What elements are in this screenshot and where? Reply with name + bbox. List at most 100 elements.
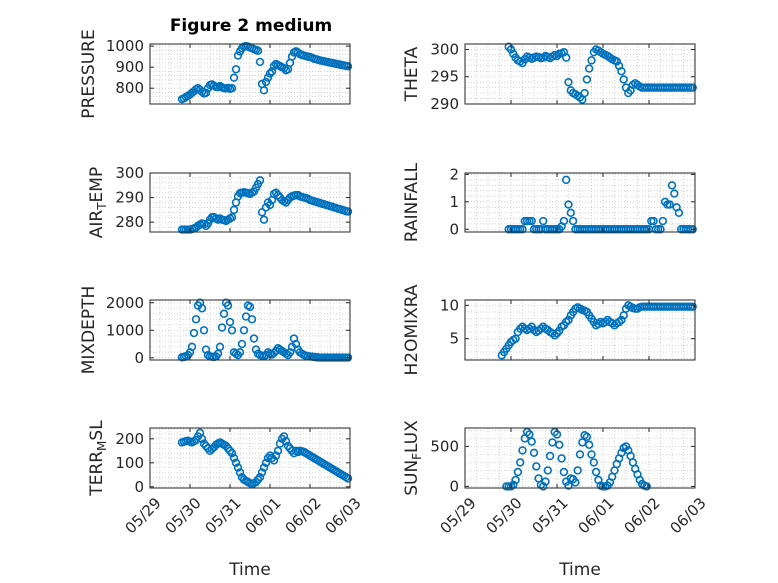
data-point xyxy=(215,342,225,351)
data-point xyxy=(227,449,237,458)
data-point xyxy=(584,440,594,449)
data-point xyxy=(674,208,684,217)
y-axis-label: PRESSURE xyxy=(79,29,99,118)
data-point xyxy=(251,345,261,354)
data-point xyxy=(229,453,239,463)
data-point xyxy=(688,83,697,92)
data-point xyxy=(642,482,651,491)
y-tick-label: 800 xyxy=(115,79,144,97)
axes-box xyxy=(464,427,696,489)
data-point xyxy=(584,64,594,73)
x-tick-label: 05/31 xyxy=(201,494,244,537)
y-axis-label-main: PRESSURE xyxy=(79,29,99,118)
data-point xyxy=(263,73,273,82)
y-axis-label: AIRTEMP xyxy=(87,167,109,238)
figure-title: Figure 2 medium xyxy=(170,16,332,36)
data-point xyxy=(239,326,249,335)
data-point xyxy=(538,482,548,491)
data-point xyxy=(612,57,621,66)
data-point xyxy=(231,65,241,74)
data-point xyxy=(571,478,580,487)
y-tick-label: 295 xyxy=(430,68,459,86)
data-point xyxy=(237,339,247,349)
panel-theta: 290 295 300 THETA xyxy=(402,40,697,113)
axes-box xyxy=(149,172,351,233)
data-point xyxy=(199,326,209,335)
data-point xyxy=(688,302,697,311)
data-point xyxy=(518,225,527,234)
data-point xyxy=(591,467,601,477)
data-point xyxy=(265,69,275,78)
data-point xyxy=(568,216,578,226)
data-point xyxy=(511,475,520,485)
data-point xyxy=(227,213,237,222)
data-point xyxy=(197,434,207,443)
y-tick-label: 1000 xyxy=(106,37,144,55)
data-point xyxy=(235,468,245,477)
panel-pressure: 800 900 1000 PRESSURE xyxy=(79,29,353,119)
y-tick-label: 200 xyxy=(115,430,144,448)
y-axis-label: RAINFALL xyxy=(402,162,422,242)
data-point xyxy=(287,52,297,61)
data-point xyxy=(667,181,677,190)
data-point xyxy=(550,427,559,437)
data-point xyxy=(245,302,255,312)
data-point xyxy=(561,175,571,185)
y-axis-label-main: MIXDEPTH xyxy=(79,286,99,375)
panel-sun_flux: 0 500 05/29 05/30 05/31 06/01 06/02 06/03 Time SU… xyxy=(402,420,710,580)
data-point xyxy=(614,317,624,327)
data-point xyxy=(265,200,275,210)
y-tick-label: 1 xyxy=(449,193,459,211)
data-point xyxy=(273,446,283,455)
data-point xyxy=(191,315,201,324)
y-axis-label-main: RAINFALL xyxy=(402,162,422,242)
x-tick-label: 05/29 xyxy=(121,494,164,537)
y-tick-label: 300 xyxy=(430,40,459,58)
x-tick-label: 05/30 xyxy=(161,494,204,537)
data-point xyxy=(261,458,271,467)
data-point xyxy=(527,437,536,446)
axes-box xyxy=(464,299,696,361)
data-point xyxy=(688,225,697,234)
data-point xyxy=(550,331,559,340)
data-point xyxy=(199,219,209,229)
data-point xyxy=(541,477,550,486)
y-tick-label: 290 xyxy=(430,95,459,113)
data-point xyxy=(253,46,263,55)
data-point xyxy=(281,437,291,446)
data-point xyxy=(566,208,575,217)
data-point xyxy=(255,176,265,185)
x-tick-label: 06/03 xyxy=(321,494,364,537)
axes-box xyxy=(464,43,696,105)
y-tick-label: 100 xyxy=(115,454,144,472)
data-point xyxy=(575,93,585,102)
data-point xyxy=(525,430,534,439)
data-point xyxy=(255,473,265,482)
x-tick-label: 06/02 xyxy=(281,494,324,537)
y-tick-label: 500 xyxy=(430,437,459,455)
y-axis-label-sub: T xyxy=(95,202,109,211)
data-point xyxy=(267,67,277,76)
y-tick-label: 280 xyxy=(115,213,144,231)
data-point xyxy=(589,458,598,467)
data-point xyxy=(247,315,257,324)
y-tick-label: 900 xyxy=(115,58,144,76)
data-point xyxy=(548,329,557,338)
y-tick-label: 0 xyxy=(134,478,144,496)
data-point xyxy=(279,432,289,441)
axes-box xyxy=(149,427,351,489)
data-point xyxy=(269,456,279,465)
data-point xyxy=(548,438,557,447)
data-point xyxy=(617,67,626,76)
data-point xyxy=(582,75,592,84)
data-point xyxy=(525,324,534,333)
y-axis-label: SUNFLUX xyxy=(402,420,424,496)
x-tick-label: 06/02 xyxy=(620,494,663,537)
data-point xyxy=(255,57,265,67)
data-point xyxy=(233,51,243,60)
axes-box xyxy=(149,43,351,105)
data-point xyxy=(557,454,566,463)
data-point xyxy=(235,348,245,357)
x-tick-label: 06/03 xyxy=(666,494,709,537)
